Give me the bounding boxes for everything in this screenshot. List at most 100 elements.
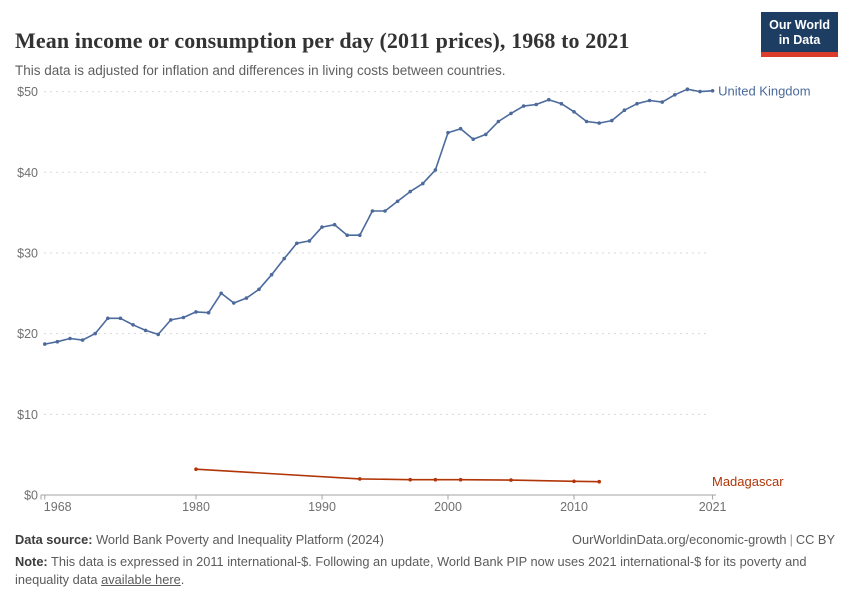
- united-kingdom-point[interactable]: [660, 100, 664, 104]
- united-kingdom-point[interactable]: [206, 310, 211, 315]
- united-kingdom-point[interactable]: [534, 102, 538, 107]
- united-kingdom-point[interactable]: [597, 121, 601, 125]
- united-kingdom-point[interactable]: [647, 98, 652, 103]
- note-period: .: [180, 571, 185, 587]
- note-text: This data is expressed in 2011 internati…: [15, 553, 807, 587]
- united-kingdom-point[interactable]: [345, 233, 350, 237]
- madagascar-line[interactable]: [195, 468, 601, 483]
- madagascar-point[interactable]: [572, 479, 576, 484]
- united-kingdom-point[interactable]: [219, 291, 223, 296]
- united-kingdom-point[interactable]: [496, 119, 501, 124]
- united-kingdom-point[interactable]: [307, 239, 312, 243]
- united-kingdom-point[interactable]: [320, 225, 324, 229]
- united-kingdom-point[interactable]: [383, 209, 387, 213]
- united-kingdom-point[interactable]: [257, 287, 261, 292]
- united-kingdom-point[interactable]: [610, 118, 614, 123]
- series-united-kingdom[interactable]: United Kingdom: [43, 83, 811, 346]
- madagascar-point[interactable]: [509, 478, 513, 482]
- united-kingdom-point[interactable]: [295, 241, 299, 246]
- attribution-url: OurWorldinData.org/economic-growth: [572, 532, 787, 547]
- x-tick-label: 1968: [44, 500, 72, 514]
- y-axis-labels: $0 $10 $20 $30 $40 $50: [17, 85, 38, 502]
- madagascar-point[interactable]: [194, 467, 198, 472]
- united-kingdom-point[interactable]: [194, 310, 198, 314]
- united-kingdom-point[interactable]: [358, 233, 362, 237]
- united-kingdom-point[interactable]: [685, 87, 690, 91]
- x-tick-label: 2010: [560, 500, 588, 514]
- united-kingdom-point[interactable]: [584, 119, 589, 124]
- madagascar-point[interactable]: [458, 477, 463, 482]
- x-tick-label: 1990: [308, 500, 336, 514]
- line-chart-canvas[interactable]: $0 $10 $20 $30 $40 $50 1968 1980 1990 2000 2010 202…: [0, 65, 850, 525]
- united-kingdom-point[interactable]: [93, 331, 97, 336]
- y-gridlines: [44, 91, 708, 415]
- united-kingdom-point[interactable]: [131, 323, 135, 327]
- united-kingdom-point[interactable]: [433, 168, 438, 172]
- logo-line-1: Our World: [769, 18, 830, 32]
- united-kingdom-point[interactable]: [446, 130, 450, 135]
- united-kingdom-point[interactable]: [471, 137, 476, 141]
- entity-label-united-kingdom[interactable]: United Kingdom: [718, 83, 811, 98]
- attribution: OurWorldinData.org/economic-growth | CC BY: [572, 531, 835, 549]
- united-kingdom-point[interactable]: [68, 336, 72, 341]
- united-kingdom-point[interactable]: [43, 342, 47, 346]
- data-source-text: World Bank Poverty and Inequality Platfo…: [92, 532, 384, 547]
- united-kingdom-point[interactable]: [143, 328, 148, 333]
- chart-footer: Data source: World Bank Poverty and Ineq…: [15, 531, 835, 589]
- united-kingdom-point[interactable]: [181, 315, 186, 320]
- united-kingdom-point[interactable]: [521, 104, 526, 108]
- united-kingdom-point[interactable]: [118, 316, 123, 321]
- series-madagascar[interactable]: Madagascar: [194, 467, 784, 489]
- united-kingdom-point[interactable]: [421, 181, 425, 186]
- united-kingdom-point[interactable]: [282, 256, 287, 261]
- madagascar-point[interactable]: [358, 477, 362, 481]
- united-kingdom-point[interactable]: [458, 126, 463, 131]
- united-kingdom-point[interactable]: [547, 97, 551, 102]
- united-kingdom-point[interactable]: [710, 89, 715, 93]
- united-kingdom-point[interactable]: [370, 209, 375, 213]
- united-kingdom-point[interactable]: [55, 339, 60, 344]
- madagascar-point[interactable]: [597, 479, 601, 484]
- owid-logo: Our World in Data: [761, 12, 838, 57]
- united-kingdom-point[interactable]: [484, 132, 488, 137]
- license-label: CC BY: [795, 532, 835, 547]
- x-axis-labels: 1968 1980 1990 2000 2010 2021: [44, 500, 727, 514]
- y-tick-label: $20: [17, 327, 38, 341]
- x-tick-label: 1980: [182, 500, 210, 514]
- madagascar-point[interactable]: [408, 477, 413, 482]
- united-kingdom-point[interactable]: [269, 272, 274, 277]
- united-kingdom-point[interactable]: [169, 318, 173, 322]
- united-kingdom-point[interactable]: [156, 332, 160, 337]
- united-kingdom-point[interactable]: [106, 316, 110, 321]
- chart-subtitle: This data is adjusted for inflation and …: [15, 62, 506, 78]
- united-kingdom-point[interactable]: [80, 338, 85, 342]
- united-kingdom-point[interactable]: [408, 189, 413, 194]
- data-source-label: Data source:: [15, 532, 93, 547]
- available-here-link[interactable]: available here: [101, 571, 181, 587]
- united-kingdom-point[interactable]: [232, 301, 236, 305]
- united-kingdom-line[interactable]: [43, 88, 714, 345]
- united-kingdom-point[interactable]: [635, 101, 639, 106]
- x-tick-label: 2000: [434, 500, 462, 514]
- x-tick-label: 2021: [699, 500, 727, 514]
- y-tick-label: $50: [17, 85, 38, 99]
- entity-label-madagascar[interactable]: Madagascar: [712, 474, 784, 489]
- united-kingdom-point[interactable]: [673, 93, 677, 97]
- y-tick-label: $40: [17, 166, 38, 180]
- madagascar-point[interactable]: [433, 477, 438, 482]
- logo-line-2: in Data: [778, 33, 821, 48]
- united-kingdom-point[interactable]: [559, 101, 564, 106]
- united-kingdom-point[interactable]: [332, 222, 337, 227]
- x-axis: [40, 494, 716, 500]
- united-kingdom-point[interactable]: [395, 199, 400, 204]
- united-kingdom-point[interactable]: [509, 111, 513, 116]
- attribution-separator: |: [789, 532, 793, 547]
- united-kingdom-point[interactable]: [698, 89, 702, 94]
- united-kingdom-point[interactable]: [622, 108, 627, 112]
- y-tick-label: $10: [17, 408, 38, 422]
- page-title: Mean income or consumption per day (2011…: [15, 27, 630, 53]
- united-kingdom-point[interactable]: [572, 110, 576, 114]
- y-tick-label: $0: [24, 489, 38, 503]
- united-kingdom-point[interactable]: [244, 296, 249, 300]
